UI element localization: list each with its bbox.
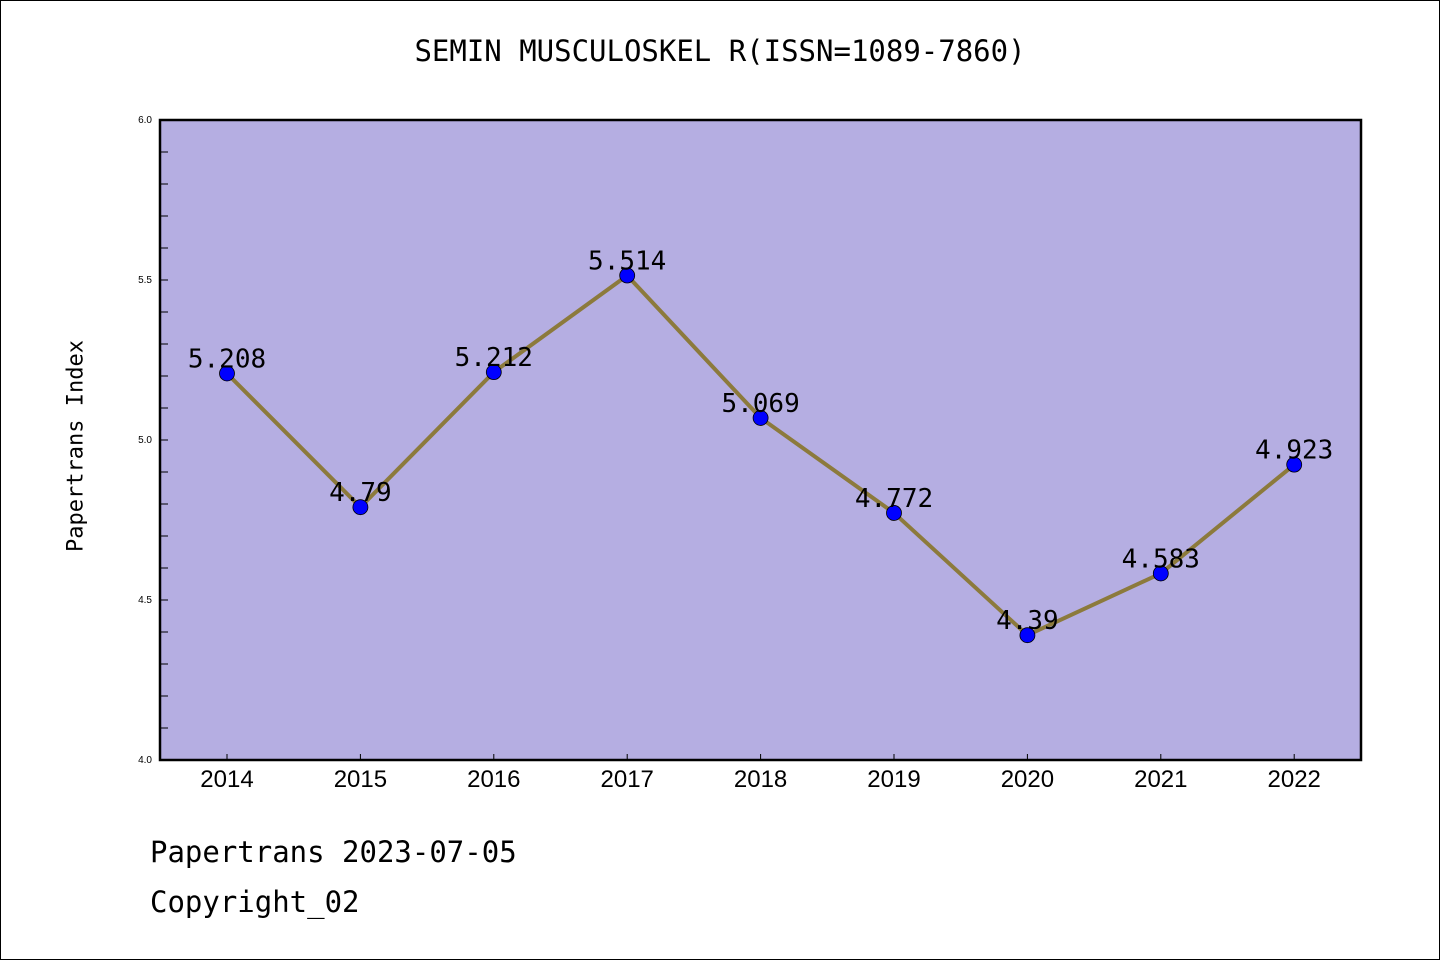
data-point xyxy=(352,499,369,516)
x-tick-label: 2018 xyxy=(734,766,787,793)
data-label: 5.208 xyxy=(188,344,266,374)
data-point xyxy=(886,505,902,521)
y-tick-label: 4.0 xyxy=(138,755,152,766)
data-label: 4.39 xyxy=(996,606,1059,636)
y-tick-label: 4.5 xyxy=(138,595,152,606)
data-label: 4.79 xyxy=(329,478,392,508)
x-tick-label: 2022 xyxy=(1268,766,1321,793)
data-label: 4.583 xyxy=(1122,544,1200,574)
data-point xyxy=(1286,456,1303,473)
data-label: 4.923 xyxy=(1255,436,1333,466)
footer-date: Papertrans 2023-07-05 xyxy=(150,835,517,869)
data-point xyxy=(1019,627,1036,644)
x-tick-label: 2016 xyxy=(467,766,520,793)
data-label: 5.514 xyxy=(588,247,666,277)
data-label: 5.212 xyxy=(455,343,533,373)
data-point xyxy=(485,364,502,381)
x-tick-label: 2017 xyxy=(601,766,654,793)
data-point xyxy=(219,365,235,382)
x-tick-label: 2014 xyxy=(200,766,253,793)
data-point xyxy=(752,410,769,426)
data-label: 4.772 xyxy=(855,484,933,514)
plot-border xyxy=(158,118,1363,762)
x-tick-label: 2021 xyxy=(1134,766,1187,793)
x-tick-label: 2020 xyxy=(1001,766,1054,793)
y-tick-label: 5.0 xyxy=(138,435,152,446)
chart-title: SEMIN MUSCULOSKEL R(ISSN=1089-7860) xyxy=(414,34,1026,68)
x-tick-label: 2015 xyxy=(334,766,387,793)
x-tick-label: 2019 xyxy=(867,766,920,793)
y-tick-label: 5.5 xyxy=(138,275,152,286)
y-tick-label: 6.0 xyxy=(138,115,152,126)
footer-copyright: Copyright_02 xyxy=(150,885,360,919)
data-point xyxy=(619,267,636,284)
plot-area xyxy=(160,120,1361,760)
data-label: 5.069 xyxy=(721,389,799,419)
data-point xyxy=(1152,565,1169,582)
